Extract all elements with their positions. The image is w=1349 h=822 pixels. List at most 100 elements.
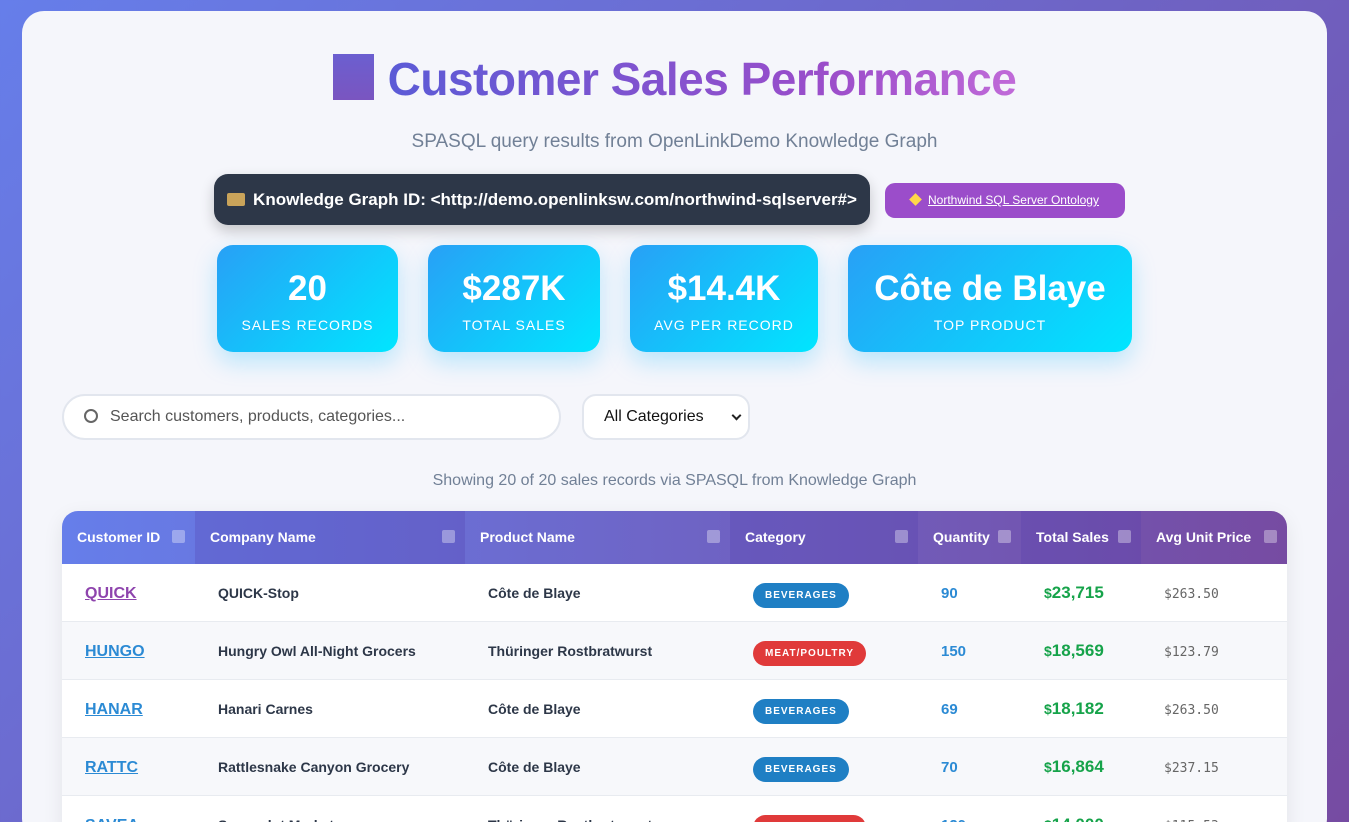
title-icon (332, 54, 374, 100)
cell-text: Thüringer Rostbratwurst (488, 817, 652, 822)
amount: 14,000 (1052, 815, 1104, 822)
column-header[interactable]: Total Sales (1021, 511, 1141, 564)
column-header[interactable]: Category (730, 511, 918, 564)
sort-icon[interactable] (1118, 530, 1131, 543)
column-header[interactable]: Quantity (918, 511, 1021, 564)
cell: Côte de Blaye (465, 680, 730, 738)
avg-price: $263.50 (1164, 703, 1219, 718)
stat-label: TOP PRODUCT (933, 317, 1047, 333)
cell: $18,182 (1021, 680, 1141, 738)
column-header[interactable]: Company Name (195, 511, 465, 564)
cell: $18,569 (1021, 622, 1141, 680)
cell: HUNGO (62, 622, 195, 680)
header-text: Quantity (933, 529, 990, 545)
select-text: All Categories (604, 408, 704, 425)
cell-text: Hanari Carnes (218, 701, 313, 717)
sort-icon[interactable] (707, 530, 720, 543)
cell: Thüringer Rostbratwurst (465, 796, 730, 822)
customer-link[interactable]: HUNGO (85, 643, 145, 660)
stat-card: $287K TOTAL SALES (428, 245, 600, 352)
cell: BEVERAGES (730, 680, 918, 738)
customer-link[interactable]: QUICK (85, 585, 137, 602)
currency: $ (1044, 759, 1052, 775)
cell: $16,864 (1021, 738, 1141, 796)
cell: $115.53 (1141, 796, 1287, 822)
category-badge: BEVERAGES (753, 757, 849, 782)
quantity: 69 (941, 701, 958, 718)
graph-id: Knowledge Graph ID: <http://demo.openlin… (214, 174, 870, 225)
cell-text: Rattlesnake Canyon Grocery (218, 759, 410, 775)
cell: 90 (918, 564, 1021, 622)
stat-card: 20 SALES RECORDS (217, 245, 398, 352)
cell: Hanari Carnes (195, 680, 465, 738)
header-text: Customer ID (77, 529, 161, 545)
header-text: Category (745, 529, 806, 545)
avg-price: $263.50 (1164, 587, 1219, 602)
total-sales: $18,182 (1044, 699, 1104, 718)
category-select[interactable]: All Categories (582, 394, 750, 440)
quantity: 150 (941, 643, 967, 660)
ontology-link[interactable]: Northwind SQL Server Ontology (885, 183, 1125, 218)
stat-value: Côte de Blaye (874, 269, 1106, 308)
stat-label: AVG PER RECORD (654, 317, 794, 333)
cell: 69 (918, 680, 1021, 738)
amount: 16,864 (1051, 757, 1104, 776)
cell: Côte de Blaye (465, 738, 730, 796)
customer-link[interactable]: RATTC (85, 759, 139, 776)
cell: BEVERAGES (730, 564, 918, 622)
header-text: Total Sales (1036, 529, 1109, 545)
stat-card: $14.4K AVG PER RECORD (630, 245, 818, 352)
avg-price: $123.79 (1164, 645, 1219, 660)
sort-icon[interactable] (172, 530, 185, 543)
total-sales: $23,715 (1044, 583, 1104, 602)
cell: Thüringer Rostbratwurst (465, 622, 730, 680)
link-text[interactable]: Northwind SQL Server Ontology (928, 193, 1099, 207)
cell: BEVERAGES (730, 738, 918, 796)
table-header: Customer ID Company Name Product Name Categ… (62, 511, 1287, 564)
cell-text: Côte de Blaye (488, 585, 581, 601)
sort-icon[interactable] (442, 530, 455, 543)
cell-text: Thüringer Rostbratwurst (488, 643, 653, 659)
sort-icon[interactable] (1264, 530, 1277, 543)
currency: $ (1044, 701, 1052, 717)
column-header[interactable]: Customer ID (62, 511, 195, 564)
cell: $23,715 (1021, 564, 1141, 622)
category-badge: BEVERAGES (753, 699, 849, 724)
stat-value: $14.4K (667, 269, 781, 308)
title-text: Customer Sales Performance (387, 53, 1017, 105)
customer-link[interactable]: HANAR (85, 701, 143, 718)
cell: RATTC (62, 738, 195, 796)
sort-icon[interactable] (998, 530, 1011, 543)
search-input[interactable]: Search customers, products, categories..… (62, 394, 561, 440)
stat-card: Côte de Blaye TOP PRODUCT (848, 245, 1132, 352)
cell: $263.50 (1141, 564, 1287, 622)
cell: HANAR (62, 680, 195, 738)
cell: Hungry Owl All-Night Grocers (195, 622, 465, 680)
cell: $263.50 (1141, 680, 1287, 738)
cell-text: Côte de Blaye (488, 701, 581, 717)
summary: Showing 20 of 20 sales records via SPASQ… (432, 472, 917, 489)
subtitle: SPASQL query results from OpenLinkDemo K… (411, 131, 938, 152)
amount: 18,569 (1051, 641, 1104, 660)
currency: $ (1044, 643, 1052, 659)
total-sales: $16,864 (1044, 757, 1104, 776)
table-row: HUNGO Hungry Owl All-Night Grocers Thüring… (62, 622, 1287, 680)
customer-link[interactable]: SAVEA (85, 817, 139, 822)
cell: $123.79 (1141, 622, 1287, 680)
avg-price: $115.53 (1164, 819, 1219, 822)
cell: MEAT/POULTRY (730, 796, 918, 822)
total-sales: $18,569 (1044, 641, 1104, 660)
avg-price: $237.15 (1164, 761, 1219, 776)
total-sales: $14,000 (1044, 815, 1104, 822)
stat-value: 20 (288, 269, 327, 308)
column-header[interactable]: Avg Unit Price (1141, 511, 1287, 564)
header-text: Avg Unit Price (1156, 529, 1252, 545)
header-text: Company Name (210, 529, 316, 545)
column-header[interactable]: Product Name (465, 511, 730, 564)
sort-icon[interactable] (895, 530, 908, 543)
cell: MEAT/POULTRY (730, 622, 918, 680)
category-badge: MEAT/POULTRY (753, 815, 867, 822)
category-badge: BEVERAGES (753, 583, 849, 608)
cell: QUICK-Stop (195, 564, 465, 622)
